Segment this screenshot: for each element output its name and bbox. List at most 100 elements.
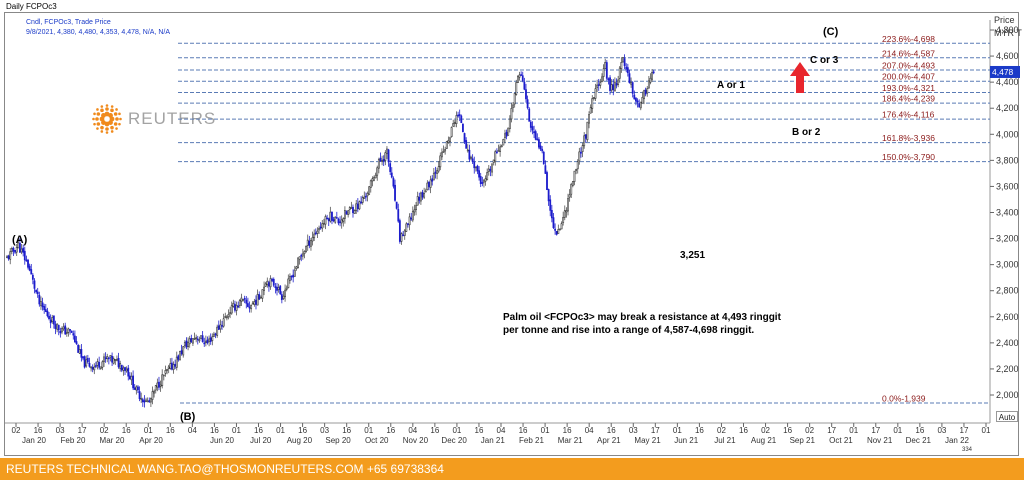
candle-body bbox=[256, 294, 259, 306]
candle-body bbox=[159, 384, 162, 387]
candle-body bbox=[187, 341, 189, 347]
candle-body bbox=[33, 280, 36, 289]
candle-body bbox=[499, 146, 502, 152]
candle-body bbox=[397, 209, 400, 222]
fib-level-label: 200.0%-4,407 bbox=[882, 72, 935, 82]
candle-body bbox=[219, 324, 222, 330]
candle-body bbox=[390, 172, 393, 178]
candle-body bbox=[251, 302, 254, 305]
x-day-label: 04 bbox=[188, 426, 197, 435]
candle-body bbox=[428, 181, 430, 188]
x-month-label: Jul 21 bbox=[714, 436, 736, 445]
candle-body bbox=[112, 358, 115, 364]
x-day-label: 16 bbox=[563, 426, 572, 435]
candle-body bbox=[602, 68, 605, 77]
candle-body bbox=[615, 83, 618, 86]
candle-body bbox=[489, 168, 492, 171]
x-day-label: 16 bbox=[342, 426, 351, 435]
candle-body bbox=[563, 210, 566, 218]
candle-body bbox=[332, 219, 335, 222]
candle-body bbox=[227, 314, 230, 318]
candle-body bbox=[350, 207, 353, 209]
logo-dot bbox=[119, 117, 122, 121]
candle-body bbox=[473, 161, 476, 169]
candle-body bbox=[631, 82, 634, 94]
candle-body bbox=[389, 163, 392, 172]
candle-body bbox=[525, 89, 527, 100]
candle-body bbox=[528, 108, 531, 122]
fib-level-label: 214.6%-4,587 bbox=[882, 48, 935, 58]
candle-body bbox=[10, 248, 13, 252]
candle-body bbox=[303, 251, 306, 254]
wave-label-c-or-3: C or 3 bbox=[810, 55, 839, 66]
candle-body bbox=[287, 278, 290, 288]
y-tick-label: 4,000 bbox=[996, 129, 1019, 139]
candle-body bbox=[547, 189, 550, 202]
candle-body bbox=[415, 205, 417, 210]
scroll-indicator[interactable]: 334 bbox=[962, 447, 973, 453]
annotation-line-1: Palm oil <FCPOc3> may break a resistance… bbox=[503, 312, 782, 323]
candle-body bbox=[651, 71, 653, 80]
candle-body bbox=[280, 294, 283, 301]
candle-body bbox=[161, 374, 164, 386]
candle-body bbox=[214, 333, 217, 336]
candle-body bbox=[413, 209, 416, 213]
candle-body bbox=[20, 248, 23, 253]
auto-scale-button[interactable]: Auto bbox=[996, 411, 1018, 422]
candle-body bbox=[234, 304, 236, 311]
candle-body bbox=[652, 71, 655, 74]
candle-body bbox=[575, 169, 578, 171]
candle-body bbox=[313, 233, 316, 239]
logo-dot bbox=[115, 108, 118, 111]
candle-body bbox=[392, 178, 395, 187]
x-month-label: Oct 21 bbox=[829, 436, 853, 445]
candle-body bbox=[217, 325, 220, 330]
candle-body bbox=[206, 339, 209, 344]
candle-body bbox=[382, 159, 385, 162]
candle-body bbox=[310, 240, 312, 247]
candle-body bbox=[246, 303, 249, 307]
y-tick-label: 2,000 bbox=[996, 390, 1019, 400]
candle-body bbox=[82, 356, 84, 359]
y-tick-label: 4,800 bbox=[996, 25, 1019, 35]
candle-body bbox=[478, 170, 480, 178]
candle-body bbox=[557, 229, 560, 234]
logo-dot bbox=[110, 108, 114, 113]
candle-body bbox=[62, 326, 65, 330]
candle-body bbox=[570, 183, 573, 195]
candle-body bbox=[474, 166, 477, 169]
candle-body bbox=[470, 156, 472, 159]
x-day-label: 01 bbox=[364, 426, 373, 435]
candle-body bbox=[398, 220, 401, 242]
logo-dot bbox=[100, 108, 104, 113]
x-day-label: 16 bbox=[254, 426, 263, 435]
candle-body bbox=[334, 216, 337, 223]
candle-body bbox=[402, 234, 405, 237]
price-chart[interactable]: 2,000 2,200 2,400 2,600 2,800 3,000 3,200 3,400… bbox=[0, 0, 1024, 458]
candle-body bbox=[279, 285, 282, 295]
candle-body bbox=[116, 358, 118, 361]
candle-body bbox=[156, 382, 159, 388]
candle-body bbox=[193, 338, 196, 340]
candle-body bbox=[122, 367, 125, 371]
candle-body bbox=[533, 131, 535, 134]
candle-body bbox=[622, 57, 624, 63]
x-month-label: Jun 20 bbox=[210, 436, 235, 445]
candle-body bbox=[311, 237, 314, 242]
x-day-label: 01 bbox=[673, 426, 682, 435]
candle-body bbox=[559, 228, 561, 231]
candle-body bbox=[491, 163, 493, 173]
candle-body bbox=[284, 289, 286, 298]
candle-body bbox=[576, 161, 579, 170]
candle-body bbox=[229, 312, 232, 314]
candle-body bbox=[562, 216, 565, 223]
x-month-label: Feb 21 bbox=[519, 436, 544, 445]
x-month-label: Jan 22 bbox=[945, 436, 970, 445]
candle-body bbox=[120, 364, 123, 371]
candle-body bbox=[232, 303, 235, 307]
candle-body bbox=[344, 210, 346, 219]
candle-body bbox=[196, 338, 199, 341]
candle-body bbox=[12, 247, 15, 252]
candle-body bbox=[601, 76, 603, 82]
y-tick-label: 2,200 bbox=[996, 364, 1019, 374]
